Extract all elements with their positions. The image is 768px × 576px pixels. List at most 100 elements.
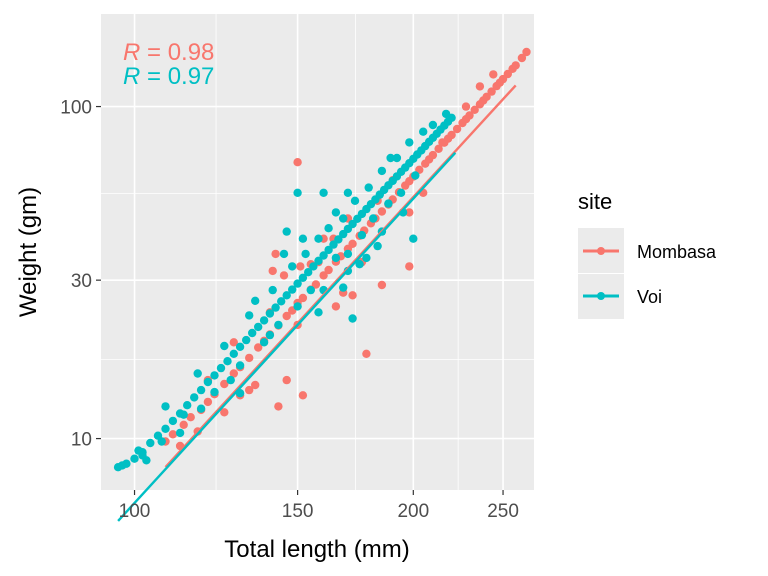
point-voi [301, 249, 310, 259]
point-voi [282, 227, 291, 236]
point-voi [179, 410, 188, 419]
point-voi [216, 363, 226, 373]
point-voi [409, 234, 418, 243]
point-voi [259, 316, 269, 325]
point-mombasa [348, 239, 357, 248]
point-voi [293, 188, 302, 197]
point-voi [293, 302, 302, 311]
legend-key-point-voi [597, 292, 605, 300]
point-voi [339, 214, 348, 223]
legend-label-voi: Voi [637, 287, 662, 307]
point-mombasa [282, 375, 291, 385]
point-voi [157, 437, 166, 446]
point-voi [274, 320, 283, 330]
point-voi [386, 153, 395, 163]
point-mombasa [475, 82, 485, 91]
point-mombasa [377, 280, 387, 290]
point-mombasa [438, 138, 447, 147]
point-voi [314, 234, 323, 243]
point-voi [248, 328, 257, 338]
point-mombasa [279, 271, 289, 280]
point-mombasa [452, 124, 462, 134]
point-voi [324, 224, 333, 233]
point-voi [319, 188, 328, 197]
point-voi [288, 285, 297, 294]
legend-key-point-mombasa [597, 247, 605, 255]
point-voi [306, 285, 315, 295]
point-voi [226, 375, 235, 385]
point-mombasa [229, 369, 238, 378]
point-voi [369, 214, 378, 223]
point-voi [265, 309, 275, 318]
point-voi [343, 188, 353, 197]
point-mombasa [348, 291, 357, 300]
axis-ticks: 100 150 200 250 10 30 100 [60, 98, 519, 522]
annotation-voi: R = 0.97 [123, 63, 214, 90]
point-voi [277, 297, 286, 306]
series-voi [113, 109, 456, 472]
point-voi [384, 199, 393, 208]
point-voi [362, 253, 371, 263]
point-voi [428, 120, 438, 130]
point-voi [138, 451, 147, 460]
point-mombasa [220, 408, 229, 417]
point-voi [279, 249, 289, 259]
point-voi [364, 183, 373, 192]
point-mombasa [447, 130, 456, 140]
point-voi [251, 296, 260, 305]
legend-label-mombasa: Mombasa [637, 242, 717, 262]
point-voi [319, 251, 328, 260]
y-tick-label: 100 [60, 98, 92, 119]
point-voi [411, 171, 420, 180]
x-tick-label: 150 [282, 501, 314, 522]
point-mombasa [168, 430, 178, 439]
point-mombasa [296, 262, 305, 271]
point-voi [298, 234, 308, 243]
point-mombasa [271, 249, 280, 259]
x-tick-label: 200 [397, 501, 429, 522]
point-voi [405, 138, 414, 147]
point-voi [343, 249, 353, 259]
point-voi [254, 322, 263, 332]
point-voi [175, 428, 185, 438]
point-voi [223, 357, 232, 366]
point-voi [210, 387, 219, 397]
point-voi [146, 438, 155, 448]
point-voi [373, 241, 382, 251]
point-voi [293, 279, 302, 288]
point-mombasa [489, 70, 498, 79]
annotation-voi-r: R [123, 63, 140, 90]
point-voi [396, 188, 406, 197]
point-mombasa [517, 53, 527, 63]
point-mombasa [405, 208, 414, 217]
point-mombasa [282, 311, 291, 321]
point-voi [282, 291, 291, 300]
x-tick-label: 250 [487, 501, 519, 522]
point-mombasa [461, 102, 471, 111]
point-voi [348, 314, 357, 323]
y-axis-title: Weight (gm) [15, 187, 42, 317]
point-mombasa [511, 61, 520, 70]
point-voi [161, 424, 170, 433]
point-mombasa [487, 87, 496, 96]
point-voi [377, 166, 387, 176]
point-voi [196, 404, 206, 413]
fit-lines [117, 84, 517, 522]
point-mombasa [470, 105, 479, 115]
point-mombasa [319, 271, 328, 280]
point-voi [419, 127, 428, 136]
point-mombasa [324, 265, 333, 275]
point-voi [288, 262, 297, 271]
legend: site Mombasa Voi [578, 189, 717, 319]
point-voi [203, 377, 213, 387]
point-voi [210, 371, 219, 380]
data-points [113, 47, 531, 472]
point-mombasa [179, 420, 188, 429]
point-mombasa [434, 144, 443, 153]
point-voi [309, 262, 318, 271]
point-voi [324, 245, 333, 255]
point-voi [122, 459, 131, 468]
point-mombasa [482, 92, 491, 102]
point-voi [220, 341, 229, 351]
